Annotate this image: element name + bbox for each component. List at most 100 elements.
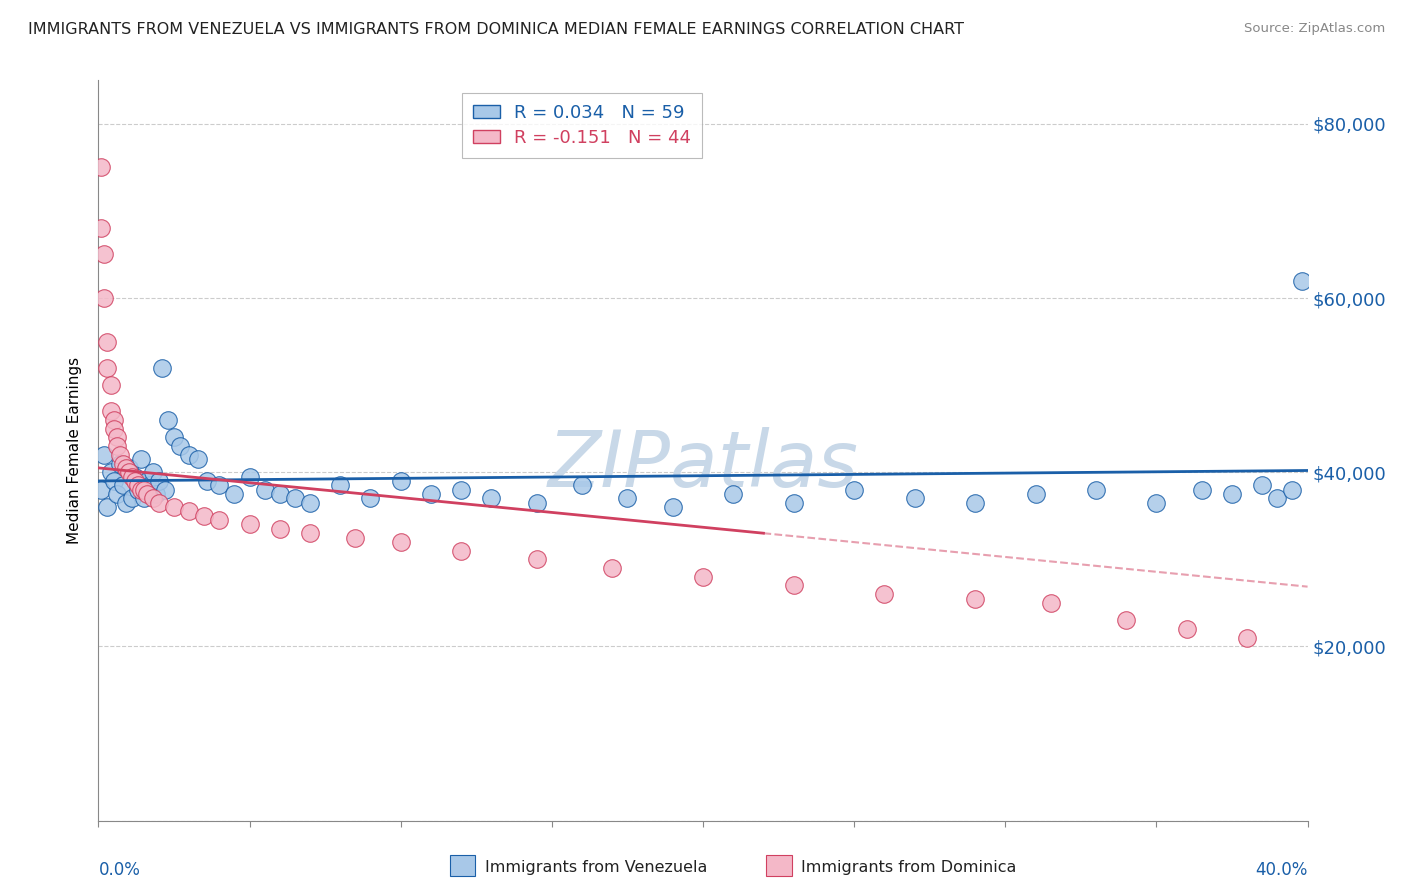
Point: [269, 487, 291, 501]
Point: [1191, 483, 1213, 497]
Point: [135, 474, 157, 488]
Point: [904, 491, 927, 506]
Point: [96, 500, 118, 514]
Point: [450, 543, 472, 558]
Point: [239, 517, 262, 532]
Point: [129, 452, 152, 467]
Point: [965, 591, 987, 606]
Point: [132, 483, 155, 497]
Point: [179, 448, 201, 462]
Point: [329, 478, 352, 492]
Point: [145, 487, 167, 501]
Point: [299, 496, 322, 510]
Point: [224, 487, 246, 501]
Point: [783, 496, 806, 510]
Text: Source: ZipAtlas.com: Source: ZipAtlas.com: [1244, 22, 1385, 36]
Point: [526, 496, 548, 510]
Point: [108, 457, 131, 471]
Point: [105, 487, 128, 501]
Point: [195, 474, 218, 488]
Point: [129, 483, 152, 497]
Point: [269, 522, 291, 536]
Point: [153, 483, 176, 497]
Point: [873, 587, 896, 601]
Point: [844, 483, 866, 497]
Point: [616, 491, 638, 506]
Point: [1291, 274, 1313, 288]
Point: [150, 360, 173, 375]
Point: [105, 439, 128, 453]
Text: Immigrants from Dominica: Immigrants from Dominica: [801, 861, 1017, 875]
Text: IMMIGRANTS FROM VENEZUELA VS IMMIGRANTS FROM DOMINICA MEDIAN FEMALE EARNINGS COR: IMMIGRANTS FROM VENEZUELA VS IMMIGRANTS …: [28, 22, 965, 37]
Point: [90, 161, 112, 175]
Point: [90, 221, 112, 235]
Point: [481, 491, 503, 506]
Point: [661, 500, 683, 514]
Point: [93, 448, 115, 462]
Point: [1220, 487, 1243, 501]
Point: [208, 478, 231, 492]
Text: ZIPatlas: ZIPatlas: [547, 427, 859, 503]
Point: [105, 430, 128, 444]
Point: [103, 413, 125, 427]
Point: [450, 483, 472, 497]
Point: [111, 457, 134, 471]
Point: [571, 478, 593, 492]
Point: [93, 291, 115, 305]
Point: [692, 570, 714, 584]
Point: [360, 491, 382, 506]
Point: [142, 465, 165, 479]
Point: [103, 422, 125, 436]
Point: [965, 496, 987, 510]
Point: [93, 247, 115, 261]
Text: 0.0%: 0.0%: [98, 862, 141, 880]
FancyBboxPatch shape: [450, 855, 475, 876]
Point: [148, 474, 170, 488]
Point: [118, 461, 141, 475]
Point: [299, 526, 322, 541]
Point: [103, 474, 125, 488]
Point: [1085, 483, 1108, 497]
Point: [1251, 478, 1274, 492]
Point: [783, 578, 806, 592]
Point: [169, 439, 191, 453]
Point: [389, 535, 412, 549]
Point: [100, 378, 122, 392]
Point: [163, 430, 186, 444]
Point: [118, 465, 141, 479]
Point: [389, 474, 412, 488]
Point: [239, 469, 262, 483]
Point: [1039, 596, 1062, 610]
Point: [1281, 483, 1303, 497]
Point: [284, 491, 307, 506]
Point: [121, 491, 143, 506]
Y-axis label: Median Female Earnings: Median Female Earnings: [67, 357, 83, 544]
Point: [1236, 631, 1258, 645]
Point: [1175, 622, 1198, 636]
Point: [127, 483, 149, 497]
Point: [96, 360, 118, 375]
Point: [142, 491, 165, 506]
Point: [139, 478, 162, 492]
Point: [114, 496, 136, 510]
Point: [602, 561, 624, 575]
Point: [121, 469, 143, 483]
Point: [156, 413, 179, 427]
FancyBboxPatch shape: [766, 855, 792, 876]
Point: [526, 552, 548, 566]
Point: [100, 465, 122, 479]
Point: [90, 483, 112, 497]
Text: 40.0%: 40.0%: [1256, 862, 1308, 880]
Point: [148, 496, 170, 510]
Point: [132, 491, 155, 506]
Point: [208, 513, 231, 527]
Point: [344, 531, 367, 545]
Point: [253, 483, 276, 497]
Text: Immigrants from Venezuela: Immigrants from Venezuela: [485, 861, 707, 875]
Legend: R = 0.034   N = 59, R = -0.151   N = 44: R = 0.034 N = 59, R = -0.151 N = 44: [463, 93, 702, 158]
Point: [163, 500, 186, 514]
Point: [1024, 487, 1046, 501]
Point: [124, 474, 146, 488]
Point: [179, 504, 201, 518]
Point: [114, 461, 136, 475]
